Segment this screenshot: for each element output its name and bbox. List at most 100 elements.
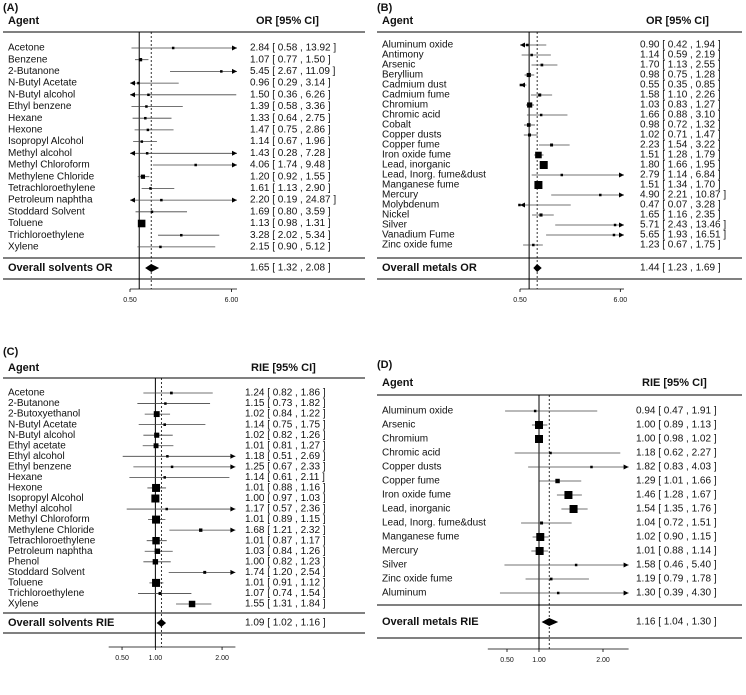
agent-name: Manganese fume — [382, 180, 460, 191]
ci-arrow — [623, 590, 629, 596]
ci-label: 4.90 [ 2.21 , 10.87 ] — [640, 190, 726, 201]
point-estimate — [145, 152, 149, 155]
point-estimate — [539, 213, 543, 217]
ci-arrow — [232, 150, 237, 156]
agent-name: Zinc oxide fume — [382, 240, 453, 251]
ci-label: 1.01 [ 0.88 , 1.16 ] — [245, 483, 326, 494]
agent-name: Arsenic — [382, 420, 415, 431]
agent-name: Cadmium fume — [382, 90, 450, 101]
agent-name: Stoddard Solvent — [8, 567, 85, 578]
point-estimate — [154, 432, 160, 438]
point-estimate — [154, 548, 161, 554]
point-estimate — [166, 455, 169, 458]
point-estimate — [188, 600, 196, 608]
point-estimate — [150, 210, 154, 214]
x-tick-label: 2.00 — [215, 655, 229, 662]
ci-label: 0.94 [ 0.47 , 1.91 ] — [636, 406, 717, 417]
ci-label: 1.68 [ 1.21 , 2.32 ] — [245, 525, 326, 536]
agent-name: Iron oxide fume — [382, 150, 451, 161]
ci-label: 1.14 [ 0.67 , 1.96 ] — [250, 136, 331, 147]
column-header: Agent — [8, 15, 40, 27]
ci-label: 1.23 [ 0.67 , 1.75 ] — [640, 240, 721, 251]
agent-name: 2-Butanone — [8, 66, 60, 77]
agent-name: Mercury — [382, 190, 418, 201]
ci-label: 0.90 [ 0.42 , 1.94 ] — [640, 40, 721, 51]
ci-label: 1.19 [ 0.79 , 1.78 ] — [636, 574, 717, 585]
ci-label: 1.02 [ 0.90 , 1.15 ] — [636, 532, 717, 543]
agent-name: Methyl Chloroform — [8, 160, 90, 171]
point-estimate — [140, 140, 144, 143]
ci-label: 1.02 [ 0.71 , 1.47 ] — [640, 130, 721, 141]
agent-name: Mercury — [382, 546, 418, 557]
ci-arrow — [130, 92, 135, 98]
ci-label: 5.45 [ 2.67 , 11.09 ] — [250, 66, 336, 77]
ci-label: 1.50 [ 0.36 , 6.26 ] — [250, 89, 331, 100]
ci-label: 1.15 [ 0.73 , 1.82 ] — [245, 398, 326, 409]
ci-label: 1.66 [ 0.88 , 3.10 ] — [640, 110, 721, 121]
ci-arrow — [232, 68, 237, 74]
agent-name: N-Butyl alcohol — [8, 89, 75, 100]
point-estimate — [535, 151, 542, 159]
point-estimate — [519, 83, 523, 87]
agent-name: Lead, inorganic — [382, 160, 450, 171]
agent-name: Lead, inorganic — [382, 504, 450, 515]
point-estimate — [535, 421, 543, 429]
ci-label: 3.28 [ 2.02 , 5.34 ] — [250, 230, 331, 241]
agent-name: Trichloroethylene — [8, 588, 85, 599]
point-estimate — [549, 577, 553, 581]
agent-name: Acetone — [8, 388, 45, 399]
agent-name: Acetone — [8, 43, 45, 54]
agent-name: Trichloroethylene — [8, 230, 85, 241]
agent-name: Arsenic — [382, 60, 415, 71]
agent-name: Hexone — [8, 483, 43, 494]
ci-label: 1.18 [ 0.51 , 2.69 ] — [245, 451, 326, 462]
ci-arrow — [230, 527, 236, 533]
agent-name: Chromic acid — [382, 110, 440, 121]
x-tick-label: 1.00 — [532, 657, 546, 664]
ci-label: 0.47 [ 0.07 , 3.28 ] — [640, 200, 721, 211]
column-header: RIE [95% CI] — [251, 362, 316, 374]
ci-label: 0.98 [ 0.72 , 1.32 ] — [640, 120, 721, 131]
ci-label: 1.51 [ 1.28 , 1.79 ] — [640, 150, 721, 161]
point-estimate — [153, 411, 160, 418]
ci-label: 1.01 [ 0.91 , 1.12 ] — [245, 578, 326, 589]
ci-label: 1.07 [ 0.77 , 1.50 ] — [250, 54, 331, 65]
point-estimate — [180, 233, 183, 237]
agent-name: Aluminum oxide — [382, 406, 454, 417]
ci-label: 1.01 [ 0.88 , 1.14 ] — [636, 546, 717, 557]
point-estimate — [199, 528, 203, 532]
ci-label: 2.23 [ 1.54 , 3.22 ] — [640, 140, 721, 151]
ci-arrow — [230, 453, 236, 459]
agent-name: Hexane — [8, 113, 43, 124]
ci-arrow — [623, 464, 629, 470]
agent-name: Methylene Chloride — [8, 171, 95, 182]
ci-label: 0.96 [ 0.29 , 3.14 ] — [250, 78, 331, 89]
point-estimate — [194, 163, 197, 167]
point-estimate — [532, 243, 535, 247]
ci-arrow — [130, 150, 135, 156]
ci-label: 1.54 [ 1.35 , 1.76 ] — [636, 504, 717, 515]
agent-name: Tetrachloroethylene — [8, 183, 96, 194]
agent-name: N-Butyl alcohol — [8, 430, 75, 441]
ci-label: 1.01 [ 0.89 , 1.15 ] — [245, 514, 326, 525]
overall-name: Overall solvents RIE — [8, 617, 114, 629]
point-estimate — [599, 193, 602, 197]
ci-label: 0.55 [ 0.35 , 0.85 ] — [640, 80, 721, 91]
point-estimate — [160, 198, 163, 202]
point-estimate — [540, 63, 544, 67]
column-header: OR [95% CI] — [646, 15, 709, 27]
point-estimate — [149, 187, 152, 190]
point-estimate — [145, 105, 148, 108]
agent-name: Methylene Chloride — [8, 525, 95, 536]
column-header: Agent — [382, 15, 414, 27]
ci-label: 2.15 [ 0.90 , 5.12 ] — [250, 242, 331, 253]
point-estimate — [146, 128, 150, 132]
overall-ci-label: 1.65 [ 1.32 , 2.08 ] — [250, 263, 331, 274]
ci-label: 1.25 [ 0.67 , 2.33 ] — [245, 461, 326, 472]
agent-name: Manganese fume — [382, 532, 460, 543]
x-tick-label: 0.50 — [115, 655, 129, 662]
point-estimate — [159, 245, 162, 249]
agent-name: Aluminum — [382, 588, 426, 599]
agent-name: Silver — [382, 220, 408, 231]
ci-arrow — [130, 197, 135, 203]
